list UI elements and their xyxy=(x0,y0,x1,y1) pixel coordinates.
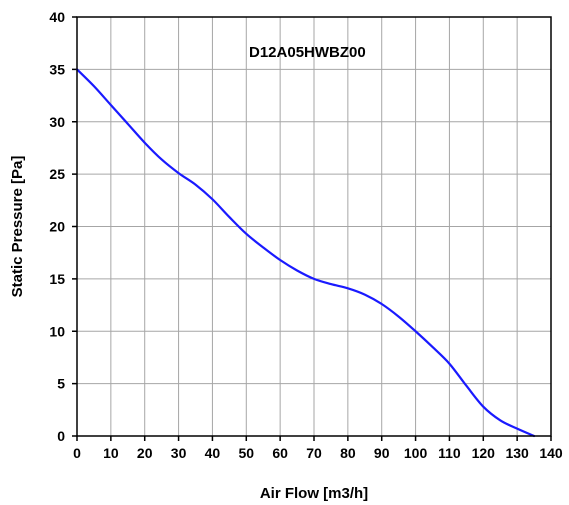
x-tick-label: 110 xyxy=(438,445,461,461)
x-axis-ticks: 0 10 20 30 40 50 60 70 80 90 100 110 120 130 140 xyxy=(73,436,563,461)
y-tick-label: 30 xyxy=(49,114,65,130)
x-tick-label: 80 xyxy=(340,445,356,461)
series-layer xyxy=(75,68,536,438)
series-line xyxy=(75,68,536,438)
x-tick-label: 60 xyxy=(272,445,288,461)
y-axis-label: Static Pressure [Pa] xyxy=(9,156,26,298)
model-annotation: D12A05HWBZ00 xyxy=(249,44,366,61)
x-tick-label: 130 xyxy=(505,445,529,461)
y-tick-label: 35 xyxy=(49,61,65,77)
y-tick-label: 0 xyxy=(57,428,65,444)
y-axis-ticks: 0 5 10 15 20 25 30 35 40 xyxy=(49,9,77,444)
x-tick-label: 120 xyxy=(472,445,496,461)
x-tick-label: 40 xyxy=(205,445,221,461)
x-tick-label: 10 xyxy=(103,445,119,461)
x-tick-label: 50 xyxy=(238,445,254,461)
x-axis-label: Air Flow [m3/h] xyxy=(260,485,368,502)
x-tick-label: 20 xyxy=(137,445,153,461)
y-tick-label: 40 xyxy=(49,9,65,25)
y-tick-label: 5 xyxy=(57,376,65,392)
x-tick-label: 140 xyxy=(539,445,563,461)
x-tick-label: 70 xyxy=(306,445,322,461)
y-tick-label: 10 xyxy=(49,323,65,339)
x-tick-label: 0 xyxy=(73,445,81,461)
grid xyxy=(76,16,552,437)
x-tick-label: 100 xyxy=(404,445,428,461)
y-tick-label: 20 xyxy=(49,219,65,235)
x-tick-label: 30 xyxy=(171,445,187,461)
y-tick-label: 25 xyxy=(49,166,65,182)
x-tick-label: 90 xyxy=(374,445,390,461)
y-tick-label: 15 xyxy=(49,271,65,287)
plot-frame xyxy=(76,16,552,437)
